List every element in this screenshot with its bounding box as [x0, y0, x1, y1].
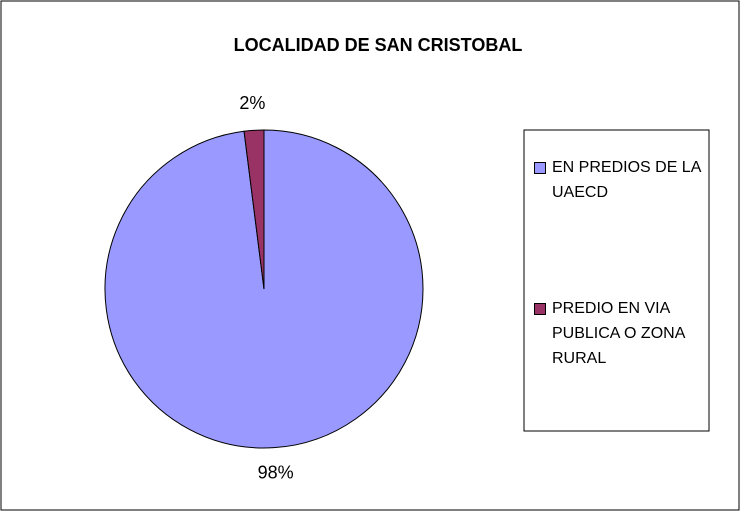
legend-label: PREDIO EN VIA PUBLICA O ZONA RURAL [552, 300, 685, 367]
legend-label: EN PREDIOS DE LA UAECD [552, 159, 701, 201]
legend-swatch [534, 162, 546, 174]
chart-title: LOCALIDAD DE SAN CRISTOBAL [234, 35, 523, 55]
legend-box [523, 129, 710, 432]
pie-slice [243, 129, 265, 290]
data-label: 2% [239, 93, 265, 113]
legend-swatch [534, 303, 546, 315]
data-label: 98% [258, 462, 294, 482]
